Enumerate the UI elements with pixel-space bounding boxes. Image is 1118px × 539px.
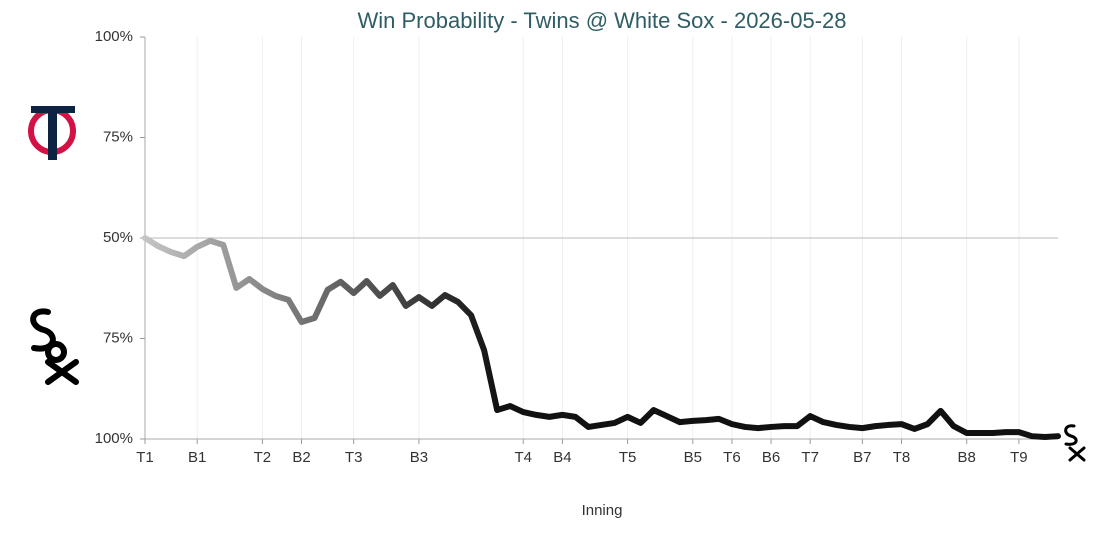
x-tick-label: T3 — [345, 449, 363, 466]
x-tick-label: B3 — [410, 449, 428, 466]
y-tick-label: 75% — [103, 128, 133, 145]
x-tick-label: T9 — [1010, 449, 1028, 466]
white-sox-end-logo — [1064, 424, 1086, 462]
x-tick-label: B2 — [292, 449, 310, 466]
x-tick-label: B6 — [762, 449, 780, 466]
x-tick-label: B1 — [188, 449, 206, 466]
white-sox-logo — [30, 308, 79, 385]
y-tick-label: 100% — [95, 28, 133, 45]
x-tick-label: B8 — [958, 449, 976, 466]
x-tick-label: B7 — [853, 449, 871, 466]
x-tick-label: T6 — [723, 449, 741, 466]
x-tick-label: T5 — [619, 449, 637, 466]
chart-title: Win Probability - Twins @ White Sox - 20… — [357, 8, 846, 33]
y-tick-label: 50% — [103, 229, 133, 246]
x-tick-label: T1 — [136, 449, 154, 466]
win-probability-line — [142, 235, 1061, 440]
y-tick-label: 100% — [95, 430, 133, 447]
x-tick-label: T4 — [514, 449, 532, 466]
x-tick-label: T8 — [893, 449, 911, 466]
x-tick-label: T7 — [801, 449, 819, 466]
y-tick-label: 75% — [103, 329, 133, 346]
x-tick-label: B4 — [553, 449, 571, 466]
x-axis-label: Inning — [582, 502, 623, 519]
twins-logo — [28, 106, 76, 160]
x-tick-label: B5 — [684, 449, 702, 466]
x-tick-label: T2 — [254, 449, 272, 466]
